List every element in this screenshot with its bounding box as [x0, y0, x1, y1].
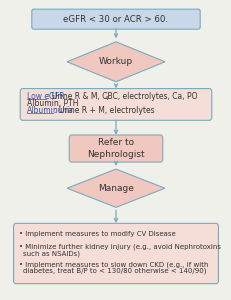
Text: • Implement measures to slow down CKD (e.g., if with: • Implement measures to slow down CKD (e… — [19, 261, 208, 268]
FancyBboxPatch shape — [13, 224, 218, 284]
Polygon shape — [67, 42, 164, 82]
Text: Refer to
Nephrologist: Refer to Nephrologist — [87, 139, 144, 159]
Text: eGFR < 30 or ACR > 60.: eGFR < 30 or ACR > 60. — [63, 15, 168, 24]
Text: diabetes, treat B/P to < 130/80 otherwise < 140/90): diabetes, treat B/P to < 130/80 otherwis… — [23, 268, 206, 274]
FancyBboxPatch shape — [69, 135, 162, 162]
Text: • Implement measures to modify CV Disease: • Implement measures to modify CV Diseas… — [19, 231, 175, 237]
Text: such as NSAIDs): such as NSAIDs) — [23, 250, 79, 257]
Text: Manage: Manage — [98, 184, 133, 193]
Text: : Urine R + M, electrolytes: : Urine R + M, electrolytes — [54, 106, 154, 115]
Text: Low eGFR: Low eGFR — [27, 92, 65, 101]
Polygon shape — [67, 169, 164, 207]
FancyBboxPatch shape — [32, 9, 199, 29]
Text: 4: 4 — [104, 96, 107, 101]
Text: Workup: Workup — [98, 57, 133, 66]
Text: Albumin, PTH: Albumin, PTH — [27, 99, 79, 108]
Text: : Urine R & M, CBC, electrolytes, Ca, PO: : Urine R & M, CBC, electrolytes, Ca, PO — [47, 92, 197, 101]
Text: Albuminuria: Albuminuria — [27, 106, 74, 115]
Text: • Minimize further kidney injury (e.g., avoid Nephrotoxins: • Minimize further kidney injury (e.g., … — [19, 244, 220, 250]
FancyBboxPatch shape — [20, 88, 211, 120]
